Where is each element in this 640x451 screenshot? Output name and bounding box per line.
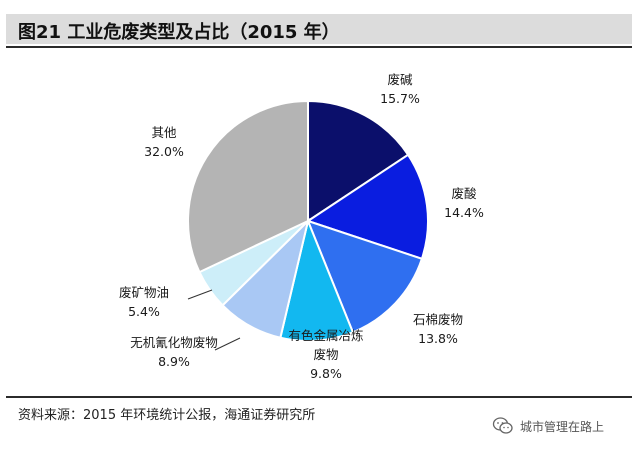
slice-labels: 废碱 15.7% 废酸 14.4% 石棉废物 13.8% 有色金属冶炼废物 9.8% 无机氰化物…: [119, 72, 484, 381]
top-rule: [6, 46, 632, 48]
watermark: 城市管理在路上: [492, 414, 604, 438]
pie-slice-2: [305, 153, 429, 261]
pie-slice-4: [279, 217, 355, 342]
pie-slice-1: [307, 99, 410, 223]
slice-label-1: 废碱 15.7%: [380, 72, 420, 106]
watermark-text: 城市管理在路上: [520, 419, 605, 434]
slice-label-6: 废矿物油 5.4%: [119, 285, 169, 319]
pie-slice-3: [306, 219, 424, 334]
slice-label-3: 石棉废物 13.8%: [413, 312, 463, 346]
bottom-rule: [6, 396, 632, 398]
slice-label-2: 废酸 14.4%: [444, 186, 484, 220]
wechat-icon: [492, 417, 513, 434]
slice-label-5: 无机氰化物废物 8.9%: [130, 335, 218, 369]
pie-slices: [187, 99, 429, 342]
title-bar: 图21 工业危废类型及占比（2015 年）: [6, 14, 632, 44]
slice-label-4: 有色金属冶炼废物 9.8%: [288, 328, 363, 381]
slice-label-7: 其他 32.0%: [144, 125, 184, 159]
leader-lines: [187, 289, 241, 351]
chart-title: 图21 工业危废类型及占比（2015 年）: [18, 22, 340, 43]
source-note: 资料来源：2015 年环境统计公报，海通证券研究所: [18, 408, 316, 423]
leader-line-6: [187, 289, 213, 300]
leader-line-5: [214, 337, 241, 351]
pie-slice-7: [187, 99, 309, 274]
